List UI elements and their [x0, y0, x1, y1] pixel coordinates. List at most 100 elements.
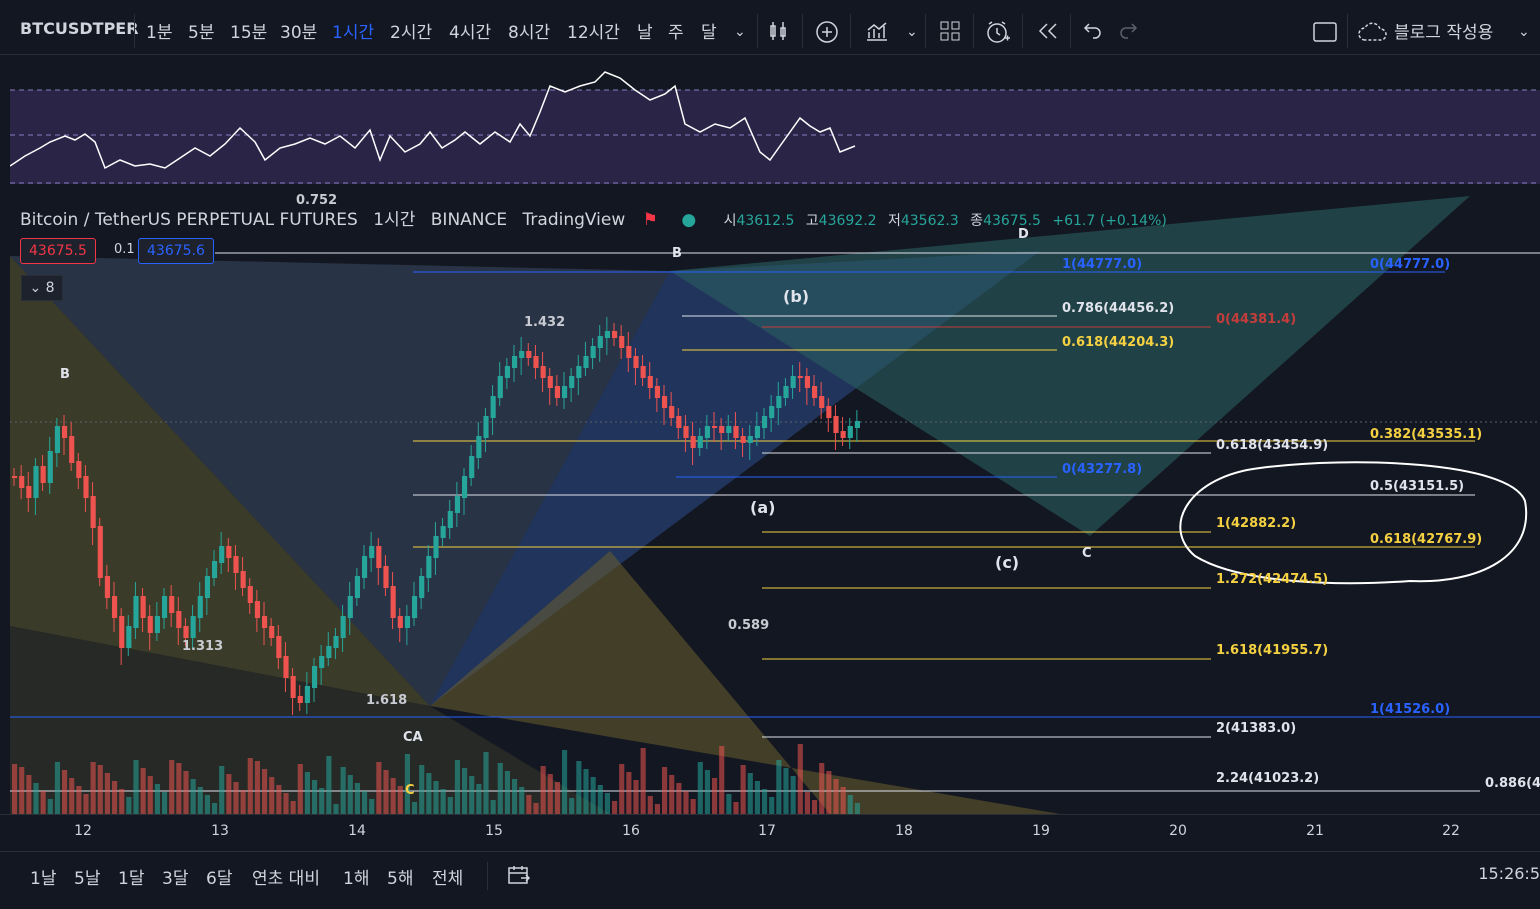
symbol-title[interactable]: Bitcoin / TetherUS PERPETUAL FUTURES: [20, 210, 358, 230]
volume-bar: [226, 774, 232, 814]
sell-price-button[interactable]: 43675.5: [20, 238, 96, 264]
indicators-icon[interactable]: [865, 20, 889, 49]
fib-label[interactable]: 1.272(42474.5): [1216, 572, 1328, 587]
candle-body: [97, 526, 103, 578]
fib-label[interactable]: 1(42882.2): [1216, 516, 1296, 531]
interval-2h[interactable]: 2시간: [390, 23, 433, 43]
fib-label[interactable]: 0(43277.8): [1062, 462, 1142, 477]
candle-body: [590, 346, 596, 358]
candle-body: [676, 416, 682, 428]
indicators-toggle[interactable]: ⌄ 8: [21, 275, 63, 301]
x-tick: 21: [1306, 823, 1324, 839]
interval-8h[interactable]: 8시간: [508, 23, 551, 43]
candlesticks: [12, 317, 860, 715]
replay-icon[interactable]: [1037, 20, 1059, 47]
candle-body: [769, 406, 775, 418]
rsi-band: [10, 90, 1540, 184]
divider: [925, 14, 926, 48]
volume-bar: [783, 768, 789, 814]
candle-body: [297, 696, 303, 703]
range-all[interactable]: 전체: [432, 869, 464, 889]
range-6m[interactable]: 6달: [206, 869, 233, 889]
layout-grid-icon[interactable]: [939, 20, 961, 47]
fib-label[interactable]: 0.618(42767.9): [1370, 532, 1482, 547]
fib-label[interactable]: 2.24(41023.2): [1216, 771, 1319, 786]
candle-body: [762, 416, 768, 428]
divider: [1347, 14, 1348, 48]
candle-body: [812, 386, 818, 398]
volume-bar: [162, 792, 168, 814]
candle-body: [562, 386, 568, 398]
volume-bar: [126, 797, 132, 814]
divider: [134, 14, 135, 48]
volume-bars: [12, 744, 860, 814]
volume-bar: [362, 791, 368, 814]
fib-label[interactable]: 0.618(43454.9): [1216, 438, 1328, 453]
candle-body: [854, 421, 860, 428]
chevron-down-icon[interactable]: ⌄: [734, 24, 746, 40]
interval-week[interactable]: 주: [668, 23, 684, 43]
candle-body: [162, 596, 168, 618]
candle-body: [704, 426, 710, 438]
range-3m[interactable]: 3달: [162, 869, 189, 889]
interval-month[interactable]: 달: [701, 23, 717, 43]
candle-body: [397, 616, 403, 628]
volume-bar: [404, 754, 410, 814]
date-range-icon[interactable]: [507, 864, 531, 890]
flag-icon[interactable]: ⚑: [642, 210, 658, 230]
redo-icon[interactable]: [1118, 20, 1138, 45]
chevron-down-icon[interactable]: ⌄: [1518, 24, 1530, 40]
fib-label[interactable]: 0(44381.4): [1216, 312, 1296, 327]
fib-label[interactable]: 1(44777.0): [1062, 257, 1142, 272]
volume-bar: [462, 768, 468, 814]
symbol-search[interactable]: BTCUSDTPER: [20, 19, 138, 38]
add-indicator-icon[interactable]: [815, 20, 839, 49]
layout-name-button[interactable]: 블로그 작성용: [1394, 23, 1494, 43]
interval-15m[interactable]: 15분: [230, 23, 268, 43]
fib-label[interactable]: 0(44777.0): [1370, 257, 1450, 272]
volume-bar: [233, 782, 239, 814]
alert-clock-icon[interactable]: [985, 20, 1011, 51]
undo-icon[interactable]: [1083, 20, 1103, 45]
interval-12h[interactable]: 12시간: [567, 23, 620, 43]
fullscreen-icon[interactable]: [1312, 20, 1338, 49]
interval-5m[interactable]: 5분: [188, 23, 215, 43]
indicators-count: 8: [45, 280, 55, 296]
fib-label[interactable]: 0.382(43535.1): [1370, 427, 1482, 442]
range-5y[interactable]: 5해: [387, 869, 414, 889]
fib-label[interactable]: 0.786(44456.2): [1062, 301, 1174, 316]
volume-bar: [390, 778, 396, 814]
fib-label[interactable]: 0.5(43151.5): [1370, 479, 1464, 494]
clock[interactable]: 15:26:5: [1478, 864, 1540, 883]
price-chart[interactable]: 1(44777.0) 0(44777.0) 0.786(44456.2) 0(4438…: [10, 56, 1540, 814]
chevron-down-icon[interactable]: ⌄: [906, 24, 918, 40]
candle-body: [547, 376, 553, 388]
candle-style-icon[interactable]: [768, 20, 790, 47]
range-1m[interactable]: 1달: [118, 869, 145, 889]
buy-price-button[interactable]: 43675.6: [138, 238, 214, 264]
interval-30m[interactable]: 30분: [280, 23, 318, 43]
candle-body: [390, 586, 396, 618]
interval-day[interactable]: 날: [637, 23, 653, 43]
interval-1m[interactable]: 1분: [146, 23, 173, 43]
range-1d[interactable]: 1날: [30, 869, 57, 889]
range-5d[interactable]: 5날: [74, 869, 101, 889]
fib-label[interactable]: 1.618(41955.7): [1216, 643, 1328, 658]
fib-label[interactable]: 0.886(40: [1485, 776, 1540, 791]
fib-label[interactable]: 0.618(44204.3): [1062, 335, 1174, 350]
range-ytd[interactable]: 연초 대비: [252, 869, 320, 889]
interval-4h[interactable]: 4시간: [449, 23, 492, 43]
range-1y[interactable]: 1해: [343, 869, 370, 889]
fib-label[interactable]: 1(41526.0): [1370, 702, 1450, 717]
wave-label: D: [1018, 227, 1029, 242]
candle-body: [133, 596, 139, 628]
fib-label[interactable]: 2(41383.0): [1216, 721, 1296, 736]
time-axis[interactable]: 12 13 14 15 16 17 18 19 20 21 22: [0, 814, 1540, 851]
volume-bar: [133, 760, 139, 814]
candle-body: [433, 536, 439, 558]
chart-legend: Bitcoin / TetherUS PERPETUAL FUTURES 1시간…: [20, 205, 1167, 230]
cloud-layout-icon[interactable]: [1357, 20, 1389, 49]
candle-body: [354, 576, 360, 598]
interval-1h[interactable]: 1시간: [332, 23, 375, 43]
chart-pane[interactable]: 1(44777.0) 0(44777.0) 0.786(44456.2) 0(4438…: [10, 56, 1540, 814]
